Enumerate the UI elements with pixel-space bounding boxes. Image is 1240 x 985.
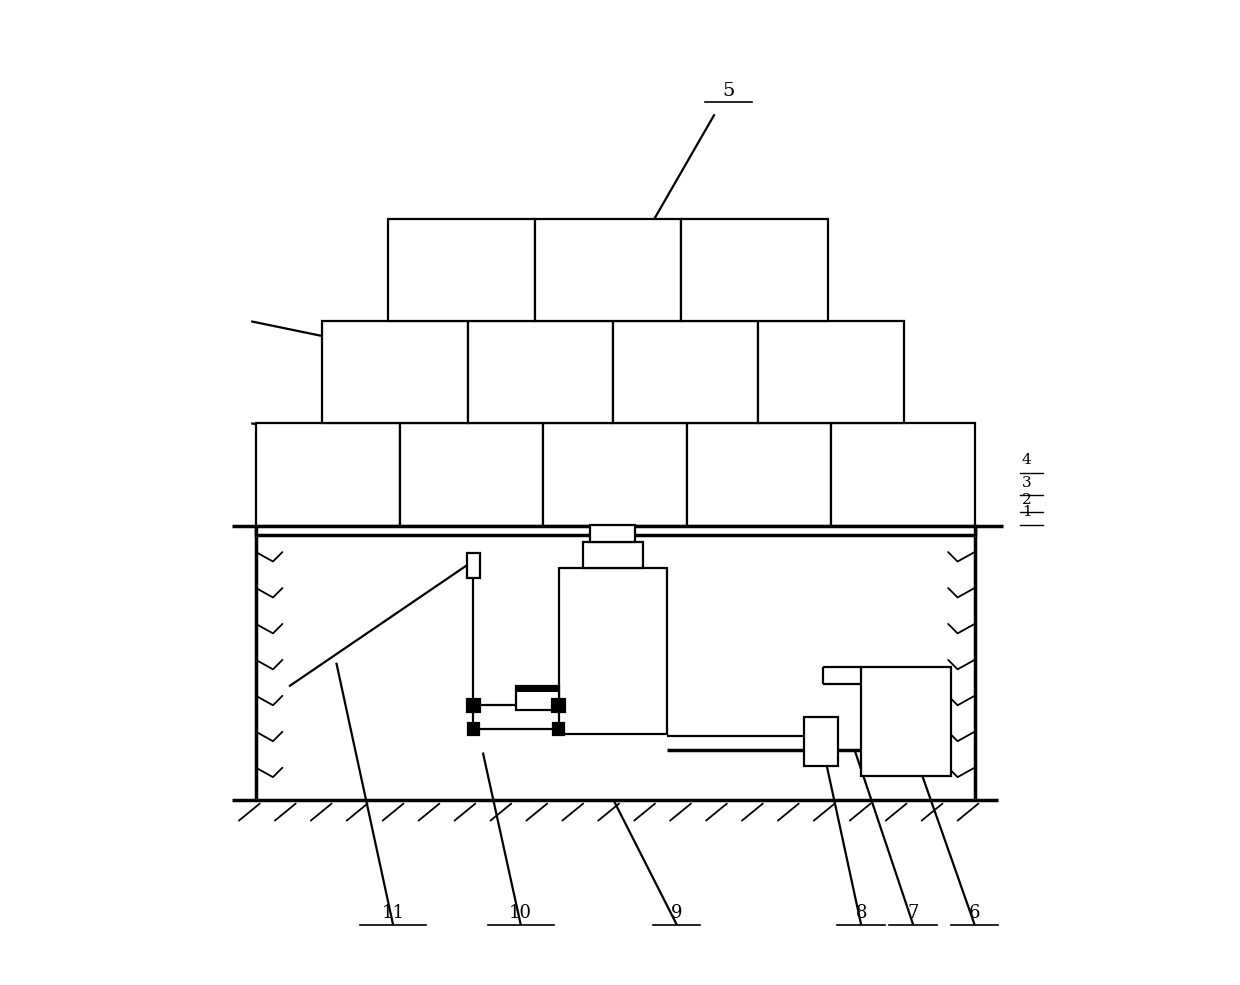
Text: 6: 6 <box>968 904 981 922</box>
Bar <box>466 553 480 577</box>
Bar <box>467 723 479 735</box>
Bar <box>534 220 682 321</box>
Bar <box>466 698 480 712</box>
Bar <box>583 542 642 568</box>
Bar <box>516 687 558 710</box>
Bar <box>861 668 951 776</box>
Bar <box>516 687 558 692</box>
Bar <box>590 525 635 542</box>
Bar <box>553 723 564 735</box>
Text: 3: 3 <box>1022 476 1032 490</box>
Bar <box>543 424 687 526</box>
Bar <box>759 321 904 424</box>
Text: 5: 5 <box>723 82 735 99</box>
Text: 9: 9 <box>671 904 682 922</box>
Bar <box>558 568 667 734</box>
Text: 1: 1 <box>1022 505 1032 519</box>
Text: 10: 10 <box>510 904 532 922</box>
Bar <box>687 424 831 526</box>
Bar <box>322 321 467 424</box>
Bar <box>805 717 838 765</box>
Text: 11: 11 <box>382 904 404 922</box>
Bar <box>388 220 534 321</box>
Bar <box>831 424 975 526</box>
Bar <box>255 424 399 526</box>
Bar <box>467 321 613 424</box>
Bar <box>255 526 975 535</box>
Bar <box>613 321 759 424</box>
Bar <box>399 424 543 526</box>
Text: 8: 8 <box>856 904 867 922</box>
Bar <box>682 220 828 321</box>
Text: 4: 4 <box>1022 453 1032 467</box>
Text: 2: 2 <box>1022 492 1032 506</box>
Text: 7: 7 <box>908 904 919 922</box>
Bar <box>552 698 565 712</box>
